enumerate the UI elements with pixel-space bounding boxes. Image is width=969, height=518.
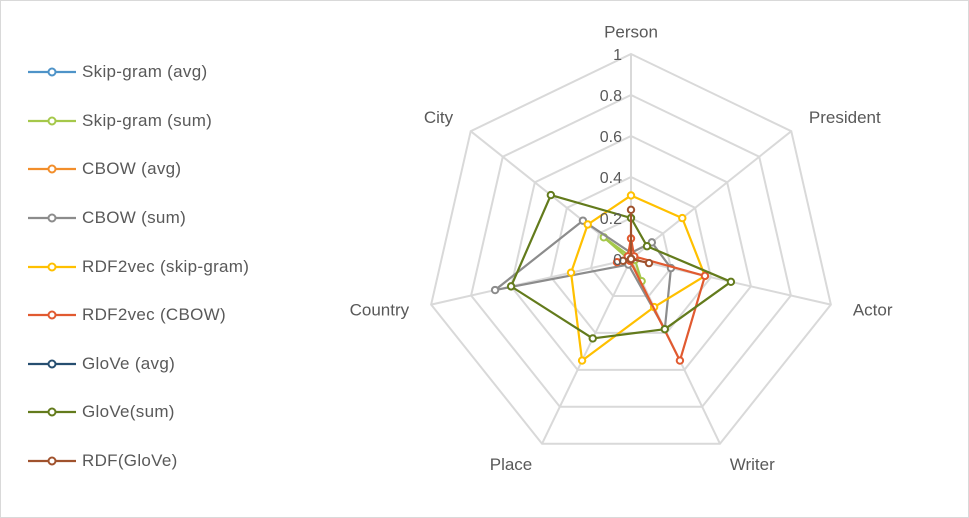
legend-label: RDF(GloVe) [82,451,178,471]
series-point [577,356,587,365]
legend-label: GloVe (avg) [82,353,176,373]
legend-marker-icon [28,262,76,272]
legend-marker-icon [28,116,76,126]
legend-label: GloVe(sum) [82,402,175,422]
legend-item: RDF2vec (skip-gram) [26,242,326,291]
grid-spoke [430,258,632,306]
legend-item: GloVe(sum) [26,388,326,437]
legend-label: CBOW (sum) [82,208,187,228]
series-line-4 [569,194,707,362]
axis-label-writer: Writer [730,455,775,474]
legend-label: RDF2vec (CBOW) [82,305,226,325]
series-point [642,242,652,251]
axis-label-president: President [809,108,881,127]
legend-marker-icon [28,456,76,466]
series-point [626,205,636,215]
legend-marker-icon [28,310,76,320]
legend-marker-icon [28,407,76,417]
series-line-7 [509,193,733,340]
legend-marker-icon [28,164,76,174]
axis-label-place: Place [490,455,533,474]
grid-ring [470,93,792,408]
series-point [700,271,710,281]
legend-label: CBOW (avg) [82,159,182,179]
series-point [546,190,556,200]
radial-tick-label: 0.2 [600,211,622,228]
legend-item: RDF(GloVe) [26,437,326,486]
grid-ring [430,52,832,445]
radial-tick-label: 1 [613,47,622,64]
legend-item: Skip-gram (sum) [26,97,326,146]
legend-item: RDF2vec (CBOW) [26,291,326,340]
legend-label: Skip-gram (avg) [82,62,208,82]
series-point [660,324,669,334]
radial-tick-label: 0.8 [600,88,622,105]
radial-tick-label: 0.6 [600,129,622,146]
series-line-3 [493,219,673,331]
legend-marker-icon [28,67,76,77]
series-point [644,258,654,268]
series-point [566,268,576,277]
legend-marker-icon [28,359,76,369]
series-point [618,256,628,266]
series-point [678,213,687,223]
grid-spoke [630,130,792,260]
radial-tick-label: 0.4 [600,170,622,187]
grid-ring [589,216,673,297]
series-point [588,334,597,343]
legend-label: Skip-gram (sum) [82,110,213,130]
radial-tick-label: 0 [613,252,622,269]
legend-marker-icon [28,213,76,223]
axis-label-person: Person [604,22,658,41]
legend-item: GloVe (avg) [26,340,326,389]
grid-spoke [541,258,632,445]
series-point [490,285,500,295]
series-point [626,254,636,264]
legend-label: RDF2vec (skip-gram) [82,256,250,276]
grid-ring [510,134,752,371]
series-point [506,282,516,291]
axis-label-country: Country [350,301,410,320]
legend-item: Skip-gram (avg) [26,48,326,97]
series-point [675,356,685,365]
series-point [726,277,736,287]
legend-item: CBOW (sum) [26,194,326,243]
series-point [583,220,592,229]
axis-label-actor: Actor [853,301,893,320]
axis-label-city: City [424,108,454,127]
series-point [626,191,636,200]
chart-legend: Skip-gram (avg) Skip-gram (sum) CBOW (avg)… [26,48,326,485]
legend-item: CBOW (avg) [26,145,326,194]
